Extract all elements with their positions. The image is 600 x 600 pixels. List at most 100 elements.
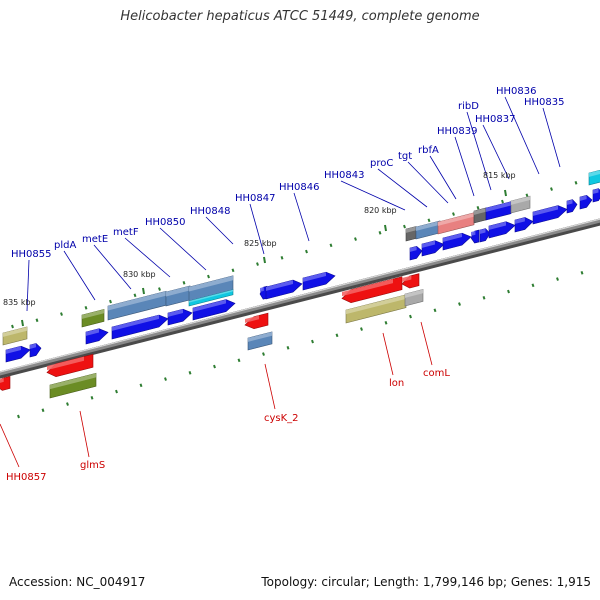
- leader-line: [429, 155, 457, 200]
- tick-mark: [580, 270, 584, 275]
- leader-line: [504, 96, 540, 175]
- gene-label-cysK_2[interactable]: cysK_2: [264, 413, 299, 424]
- feature-box: [404, 289, 424, 307]
- tick-mark: [262, 352, 265, 356]
- kbp-label-835: 835 kbp: [3, 298, 36, 307]
- backbone-highlight: [0, 218, 600, 373]
- tick-mark: [90, 395, 94, 400]
- feature-arrow-shine: [533, 205, 558, 216]
- feature-arrow: [341, 276, 403, 304]
- gene-label-HH0855[interactable]: HH0855: [11, 249, 52, 260]
- gene-label-rbfA[interactable]: rbfA: [418, 145, 439, 156]
- feature-box-shine: [248, 331, 272, 342]
- gene-label-proC[interactable]: proC: [370, 158, 393, 169]
- gene-label-comL[interactable]: comL: [423, 368, 450, 379]
- tick-mark: [482, 295, 486, 300]
- gene-label-HH0835[interactable]: HH0835: [524, 97, 565, 108]
- tick-mark: [158, 287, 161, 291]
- gene-label-glmS[interactable]: glmS: [80, 460, 105, 471]
- gene-label-metE[interactable]: metE: [82, 234, 108, 245]
- feature-box: [473, 207, 487, 224]
- feature-arrow: [244, 312, 269, 330]
- feature-box-shine: [346, 294, 406, 315]
- tick-mark: [115, 389, 118, 394]
- feature-arrow-shine: [112, 315, 159, 331]
- tick-marks-outer: [11, 175, 600, 329]
- feature-box-shine: [108, 291, 166, 311]
- tick-mark: [335, 333, 339, 338]
- feature-box-shine: [166, 285, 190, 297]
- gene-label-HH0848[interactable]: HH0848: [190, 206, 231, 217]
- feature-arrow-shine: [422, 240, 435, 248]
- feature-arrow: [265, 279, 303, 300]
- feature-box-shine: [50, 373, 96, 390]
- tick-mark: [501, 199, 504, 204]
- leader-line: [377, 168, 428, 208]
- feature-arrow: [111, 314, 169, 340]
- tick-mark: [60, 312, 63, 316]
- feature-box: [437, 212, 475, 235]
- feature-arrow: [470, 229, 480, 244]
- gene-label-HH0857[interactable]: HH0857: [6, 472, 47, 483]
- feature-box-shine: [3, 326, 27, 337]
- tick-mark: [188, 370, 192, 375]
- feature-arrow-shine: [480, 228, 486, 234]
- gene-label-ribD[interactable]: ribD: [458, 101, 479, 112]
- feature-arrow-shine: [47, 356, 84, 371]
- tick-mark: [433, 308, 437, 313]
- leader-line: [159, 227, 207, 271]
- tick-mark: [409, 314, 412, 319]
- leader-line: [93, 244, 132, 290]
- tick-mark: [17, 414, 20, 419]
- tick-mark: [11, 324, 14, 329]
- gene-label-tgt[interactable]: tgt: [398, 151, 412, 162]
- gene-label-HH0839[interactable]: HH0839: [437, 126, 478, 137]
- gene-label-metF[interactable]: metF: [113, 227, 139, 238]
- tick-mark: [41, 408, 45, 413]
- kbp-label-815: 815 kbp: [483, 171, 516, 180]
- kbp-label-825: 825 kbp: [244, 239, 277, 248]
- leader-line: [542, 107, 561, 168]
- feature-arrow: [442, 232, 472, 251]
- feature-box-shine: [474, 207, 486, 215]
- feature-arrow: [421, 240, 445, 257]
- feature-arrow: [566, 199, 578, 214]
- leader-line: [79, 410, 90, 458]
- leader-line: [407, 161, 449, 204]
- feature-arrow-body: [192, 299, 236, 321]
- feature-box-shine: [189, 275, 233, 292]
- kbp-scale-labels: 815 kbp 820 kbp 825 kbp 830 kbp 835 kbp: [3, 171, 516, 307]
- genome-backbone: [0, 218, 600, 379]
- major-tick-mark: [384, 224, 387, 232]
- feature-box-shine: [486, 201, 511, 212]
- leader-line: [264, 363, 276, 410]
- tick-mark: [35, 318, 39, 323]
- feature-arrow-shine: [443, 233, 462, 242]
- major-tick-mark: [142, 287, 145, 295]
- tick-mark: [384, 320, 388, 325]
- tick-mark: [360, 327, 363, 331]
- backbone-body: [0, 218, 600, 376]
- gene-label-HH0836[interactable]: HH0836: [496, 86, 537, 97]
- gene-label-lon[interactable]: lon: [389, 378, 404, 389]
- tick-mark: [256, 262, 259, 266]
- gene-label-HH0846[interactable]: HH0846: [279, 182, 320, 193]
- feature-arrow-shine: [6, 346, 21, 354]
- leader-line: [26, 259, 30, 312]
- feature-box: [2, 326, 28, 346]
- tick-mark: [556, 277, 559, 281]
- feature-arrow-shine: [342, 278, 393, 297]
- feature-arrow: [514, 217, 534, 233]
- gene-label-HH0850[interactable]: HH0850: [145, 217, 186, 228]
- forward-gene-labels: HH0836 HH0835 ribD HH0837 HH0839 rbfA tg…: [11, 86, 565, 260]
- gene-label-HH0843[interactable]: HH0843: [324, 170, 365, 181]
- gene-label-HH0847[interactable]: HH0847: [235, 193, 276, 204]
- tick-mark: [139, 383, 143, 388]
- gene-label-pldA[interactable]: pldA: [54, 240, 76, 251]
- leader-line: [124, 237, 171, 278]
- gene-label-HH0837[interactable]: HH0837: [475, 114, 516, 125]
- major-tick-mark: [21, 319, 24, 327]
- leader-line: [382, 332, 394, 376]
- tick-mark: [452, 212, 455, 216]
- feature-arrow-shine: [580, 195, 587, 201]
